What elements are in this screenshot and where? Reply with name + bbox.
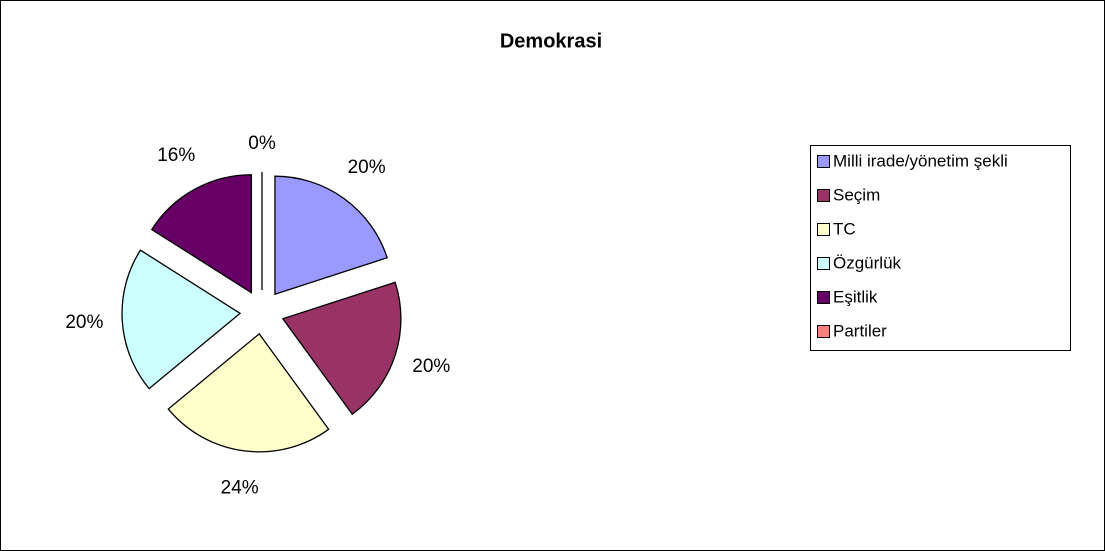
legend-swatch	[817, 223, 830, 236]
data-label: 16%	[157, 145, 195, 166]
data-label: 24%	[221, 478, 259, 499]
pie-slice	[167, 332, 330, 453]
data-label: 20%	[348, 157, 386, 178]
legend-swatch	[817, 325, 830, 338]
data-label: 0%	[248, 133, 276, 154]
legend-box	[810, 145, 1071, 351]
legend-label: Özgürlük	[833, 253, 902, 272]
legend-label: Partiler	[833, 321, 887, 340]
legend-swatch	[817, 291, 830, 304]
legend-label: TC	[833, 219, 856, 238]
pie-slice	[121, 249, 242, 390]
pie-slice	[150, 174, 253, 294]
pie-slice	[274, 175, 388, 296]
legend-swatch	[817, 155, 830, 168]
legend-label: Milli irade/yönetim şekli	[833, 151, 1008, 170]
chart-title: Demokrasi	[500, 30, 602, 52]
legend-swatch	[817, 257, 830, 270]
pie-slice	[281, 281, 402, 416]
data-label: 20%	[412, 356, 450, 377]
legend-label: Seçim	[833, 185, 880, 204]
legend-swatch	[817, 189, 830, 202]
data-label: 20%	[65, 312, 103, 333]
legend-label: Eşitlik	[833, 287, 878, 306]
